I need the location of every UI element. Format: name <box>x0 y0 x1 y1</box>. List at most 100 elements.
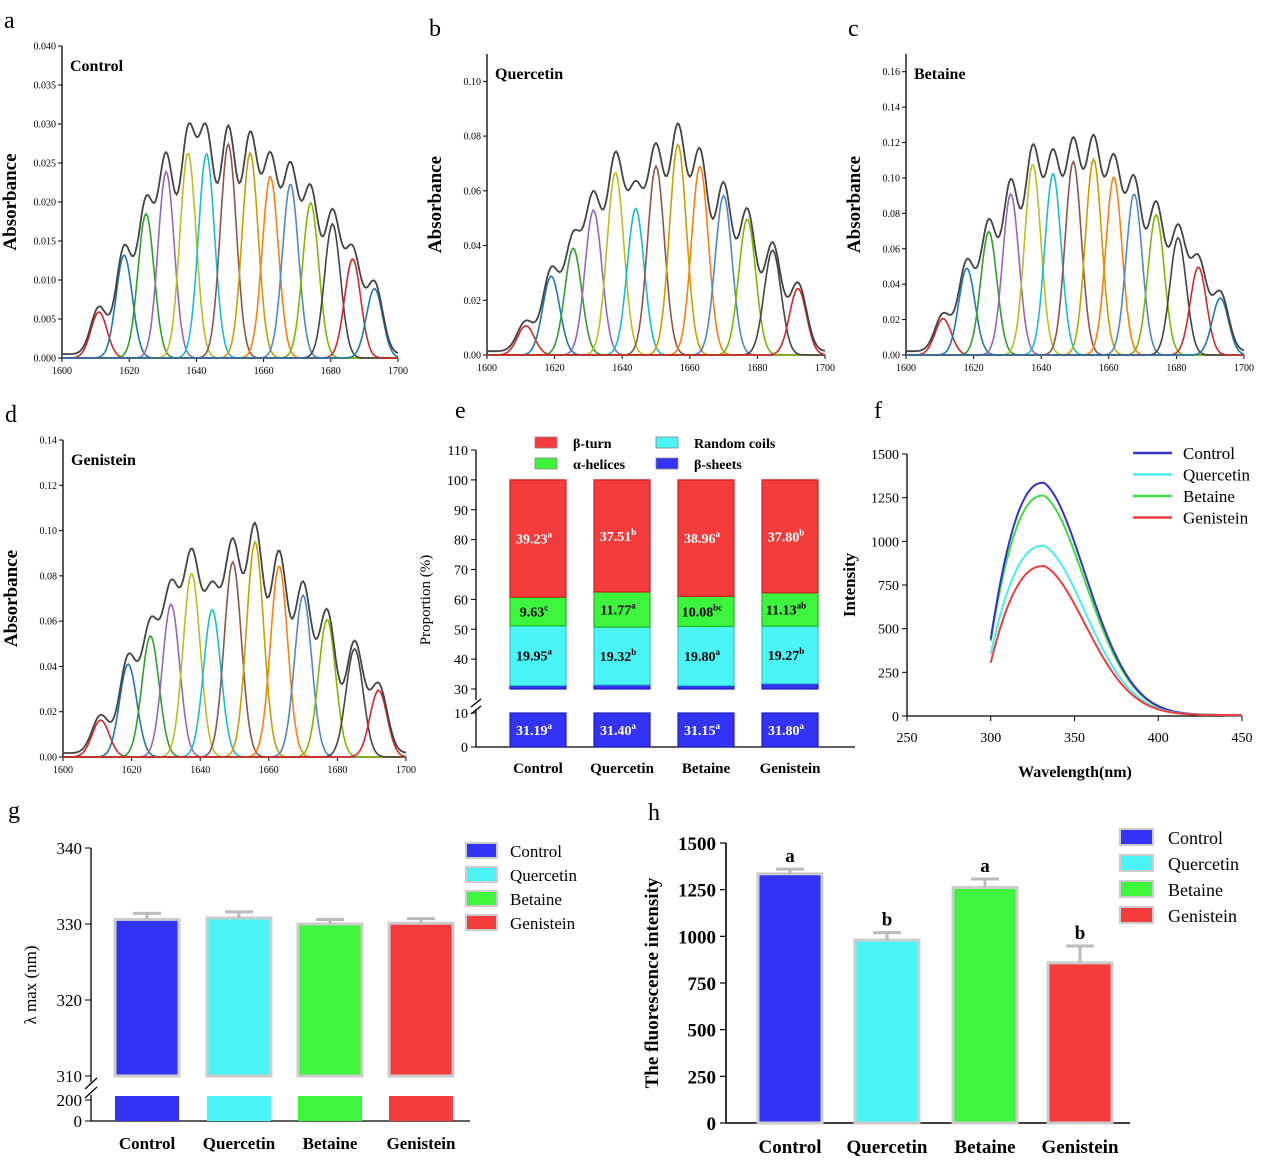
y-tick-label: 0.04 <box>883 280 901 291</box>
x-axis-label: Wavelength(nm) <box>1018 764 1132 781</box>
bar-segment-β-turn <box>677 479 735 597</box>
y-tick-label: 0.00 <box>464 351 482 362</box>
y-tick-label: 0.10 <box>40 526 58 537</box>
legend-label: Betaine <box>1183 487 1235 506</box>
x-tick-label: 450 <box>1232 731 1253 746</box>
y-tick-label: 30 <box>454 683 468 698</box>
x-tick-label: 1680 <box>1166 363 1186 374</box>
component-peak <box>487 165 825 356</box>
y-tick-label: 250 <box>688 1067 717 1088</box>
y-tick-label: 0 <box>461 741 468 756</box>
envelope-curve <box>487 122 826 353</box>
panel-d: d 0.00 0.02 0.04 0.06 0.08 0.10 0.12 0.14 1600 162… <box>1 402 416 776</box>
y-tick-label: 0.04 <box>464 241 482 252</box>
y-tick-label: 200 <box>57 1091 83 1110</box>
y-tick-label: 0.02 <box>464 296 482 307</box>
bar-genistein <box>387 921 455 1078</box>
y-tick-label: 0.04 <box>40 662 58 673</box>
bar-segment-sheets <box>761 683 819 690</box>
y-tick-label: 10 <box>454 707 468 722</box>
y-tick-label: 0.020 <box>34 198 57 209</box>
bar-segment-β-turn <box>761 479 819 594</box>
x-tick-label: 1700 <box>815 363 835 374</box>
x-tick-label: 1640 <box>1031 363 1051 374</box>
x-tick-label: Quercetin <box>203 1134 276 1153</box>
bar-segment-sheets <box>677 712 735 748</box>
component-peak <box>906 164 1244 356</box>
legend-swatch <box>465 842 498 859</box>
bar-quercetin <box>205 916 273 1078</box>
y-tick-label: 1000 <box>678 927 716 948</box>
legend-label: α-helices <box>573 458 626 473</box>
legend-swatch <box>534 436 558 449</box>
y-tick-label: 250 <box>878 666 899 681</box>
x-tick-label: Control <box>759 1137 822 1158</box>
y-tick-label: 0.040 <box>34 42 57 53</box>
y-tick-label: 0 <box>707 1114 717 1135</box>
panel-h: h 0 250 500 750 1000 1250 1500 The fluorescence … <box>642 800 1239 1158</box>
x-tick-label: 1600 <box>477 363 497 374</box>
data-label: 19.80a <box>684 647 721 665</box>
bar-betaine <box>951 885 1019 1125</box>
bar-segment-sheets <box>593 684 651 690</box>
component-peak <box>906 172 1244 356</box>
component-peak <box>906 175 1244 356</box>
y-tick-label: 340 <box>57 839 83 858</box>
y-tick-label: 0.08 <box>883 209 901 220</box>
axis-break-mark <box>470 698 482 708</box>
x-tick-label: 350 <box>1064 731 1085 746</box>
x-tick-label: 1700 <box>396 765 416 776</box>
y-tick-label: 310 <box>57 1067 83 1086</box>
component-peak <box>63 647 406 758</box>
y-tick-label: 1500 <box>678 834 716 855</box>
legend-label: β-sheets <box>694 458 742 473</box>
y-tick-label: 50 <box>454 623 468 638</box>
bar-segment-α-helices <box>761 592 819 627</box>
x-tick-label: 1640 <box>186 366 206 377</box>
y-tick-label: 320 <box>57 991 83 1010</box>
x-tick-label: Control <box>119 1134 176 1153</box>
y-tick-label: 0.00 <box>883 351 901 362</box>
panel-title: Betaine <box>914 66 966 83</box>
y-axis-label: Proportion (%) <box>418 555 434 645</box>
bar-segment-α-helices <box>677 595 735 628</box>
component-peak <box>62 153 398 359</box>
y-tick-label: 0.025 <box>34 159 57 170</box>
x-tick-label: 1600 <box>53 765 73 776</box>
legend-swatch <box>655 457 679 470</box>
y-tick-label: 1000 <box>871 535 899 550</box>
data-label: 31.15a <box>684 721 721 739</box>
legend-label: Control <box>1168 828 1223 848</box>
y-tick-label: 70 <box>454 564 468 579</box>
significance-letter: b <box>1075 923 1086 944</box>
legend-label: Genistein <box>1168 906 1237 926</box>
panel-letter: g <box>8 798 20 824</box>
y-tick-label: 90 <box>454 504 468 519</box>
legend-label: β-turn <box>573 437 612 452</box>
legend-label: Quercetin <box>510 866 578 885</box>
y-tick-label: 0.14 <box>40 436 58 447</box>
legend-label: Random coils <box>694 437 776 452</box>
legend-label: Control <box>510 842 562 861</box>
x-tick-label: Betaine <box>303 1134 358 1153</box>
legend-label: Control <box>1183 444 1235 463</box>
significance-letter: a <box>785 846 795 867</box>
y-tick-label: 0.005 <box>34 315 57 326</box>
component-peak <box>63 689 407 758</box>
bar-genistein-base <box>389 1096 453 1121</box>
bar-segment-Random coils <box>761 625 819 685</box>
y-tick-label: 0.06 <box>464 186 482 197</box>
x-tick-label: Betaine <box>954 1137 1015 1158</box>
y-tick-label: 0.02 <box>883 315 901 326</box>
x-tick-label: 1620 <box>964 363 984 374</box>
y-tick-label: 750 <box>688 974 717 995</box>
component-peak <box>63 608 406 758</box>
y-tick-label: 0.035 <box>34 81 57 92</box>
y-tick-label: 0.10 <box>883 173 901 184</box>
component-peak <box>487 249 825 356</box>
bar-betaine-base <box>298 1096 362 1121</box>
legend-label: Quercetin <box>1183 466 1251 485</box>
x-tick-label: Control <box>513 761 563 777</box>
envelope-curve <box>906 133 1245 353</box>
x-tick-label: 1660 <box>1099 363 1119 374</box>
